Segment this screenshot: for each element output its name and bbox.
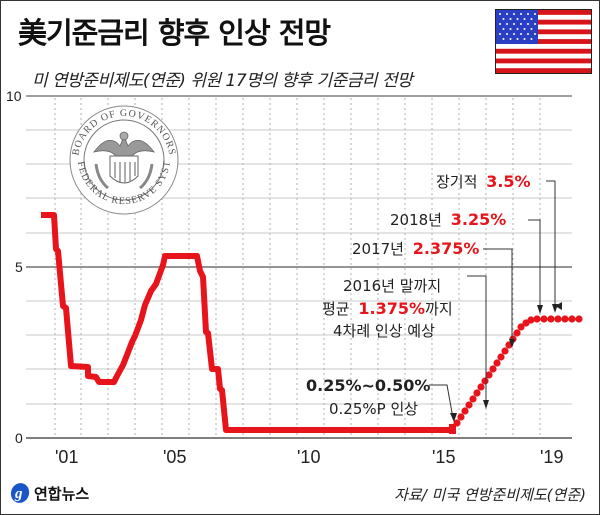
svg-text:'10: '10: [297, 447, 320, 467]
annotation-texts: 장기적 3.5% 2018년 3.25% 2017년 2.375% 2016년 …: [306, 172, 531, 418]
annotation-2017: 2017년 2.375%: [352, 239, 479, 258]
annotation-arrowheads: [450, 304, 558, 422]
horizontal-gridlines: [26, 129, 572, 405]
svg-text:5: 5: [15, 259, 23, 275]
annotation-2016-line1: 2016년 말까지: [343, 277, 441, 295]
yonhap-logo-text: 연합뉴스: [34, 484, 90, 503]
rate-hike-step: [449, 424, 456, 434]
annotation-2016-line3: 4차례 인상 예상: [333, 322, 435, 340]
chart-subtitle: 미 연방준비제도(연준) 위원 17명의 향후 기준금리 전망: [32, 71, 413, 91]
svg-text:'01: '01: [55, 447, 78, 467]
svg-text:10: 10: [6, 88, 22, 104]
yonhap-logo-icon: g: [10, 483, 30, 503]
annotation-leader-lines: [429, 180, 562, 419]
actual-rate-line: [41, 212, 454, 433]
page-title: 美기준금리 향후 인상 전망: [18, 16, 331, 50]
svg-text:'15: '15: [432, 447, 455, 467]
yonhap-logo: g 연합뉴스: [9, 482, 89, 504]
annotation-hike-desc: 0.25%P 인상: [329, 400, 418, 418]
annotation-2018: 2018년 3.25%: [390, 210, 506, 229]
us-flag-icon: [495, 9, 592, 74]
svg-text:'05: '05: [163, 447, 186, 467]
x-tick-labels: '01 '05 '10 '15 '19: [55, 447, 563, 467]
svg-text:0: 0: [15, 430, 23, 446]
federal-reserve-seal-icon: BOARD OF GOVERNORS OF FEDERAL RESERVE SY…: [69, 105, 179, 215]
annotation-long-term: 장기적 3.5%: [436, 172, 531, 191]
projection-dots: [453, 315, 583, 427]
annotation-2016-line2: 평균 1.375%까지: [322, 299, 453, 318]
annotation-hike-range: 0.25%~0.50%: [306, 376, 430, 395]
y-tick-labels: 10 5 0: [6, 88, 23, 446]
svg-text:'19: '19: [540, 447, 563, 467]
svg-text:g: g: [14, 486, 23, 502]
source-credit: 자료/ 미국 연방준비제도(연준): [394, 486, 586, 504]
